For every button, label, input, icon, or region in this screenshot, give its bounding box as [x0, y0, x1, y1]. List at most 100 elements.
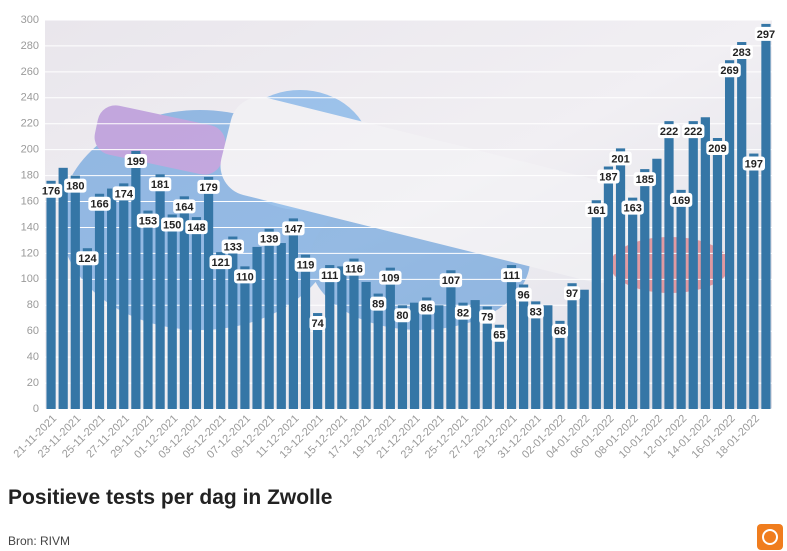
- value-label-box: [112, 186, 135, 201]
- bar: [70, 175, 80, 409]
- value-label-box: [682, 124, 705, 139]
- bar: [664, 121, 674, 409]
- y-tick-label: 200: [21, 144, 39, 156]
- bar: [264, 228, 274, 409]
- value-label-box: [454, 305, 472, 320]
- value-label-box: [39, 183, 63, 198]
- bar: [191, 217, 202, 409]
- value-label: 222: [660, 126, 678, 138]
- bar: [397, 305, 408, 409]
- value-label-box: [609, 151, 632, 166]
- value-label: 166: [90, 199, 108, 211]
- value-label: 111: [321, 270, 338, 282]
- bar: [361, 281, 371, 409]
- value-label-box: [491, 327, 508, 342]
- value-label-box: [124, 153, 148, 168]
- bar: [640, 169, 650, 409]
- bar: [482, 306, 492, 409]
- value-label: 199: [127, 156, 145, 168]
- value-label-box: [257, 231, 281, 246]
- y-tick-label: 300: [21, 14, 39, 26]
- bar: [761, 23, 771, 409]
- bar: [385, 267, 395, 409]
- bar: [749, 153, 759, 409]
- value-label: 201: [611, 153, 629, 165]
- bar: [555, 320, 565, 409]
- y-tick-label: 180: [21, 170, 39, 182]
- y-tick-label: 240: [21, 92, 39, 104]
- bar: [203, 176, 214, 409]
- bar: [458, 302, 468, 409]
- bar: [494, 324, 504, 409]
- bar: [628, 197, 638, 409]
- bar: [337, 266, 347, 409]
- value-label-box: [161, 217, 184, 232]
- bar: [615, 148, 626, 409]
- value-label-box: [418, 300, 435, 315]
- bar: [179, 196, 189, 409]
- y-tick-label: 100: [21, 273, 39, 285]
- value-label: 164: [175, 201, 194, 213]
- value-label-box: [585, 203, 608, 218]
- value-label: 147: [284, 223, 302, 235]
- value-label-box: [730, 45, 753, 60]
- value-label-box: [718, 63, 741, 78]
- value-label: 96: [517, 289, 529, 301]
- bar: [155, 174, 165, 409]
- value-label: 179: [199, 182, 217, 194]
- value-label-box: [173, 199, 196, 214]
- value-label: 68: [554, 326, 566, 338]
- bars: [46, 23, 771, 410]
- value-label-box: [88, 196, 111, 211]
- bar: [676, 189, 686, 409]
- value-label: 80: [396, 310, 408, 322]
- bar: [276, 243, 286, 409]
- chart-title: Positieve tests per dag in Zwolle: [8, 486, 333, 509]
- bar: [349, 258, 359, 409]
- value-label: 209: [708, 143, 726, 155]
- value-label-box: [527, 304, 544, 319]
- source: Bron: RIVM: [8, 534, 71, 548]
- value-label-box: [669, 192, 693, 207]
- value-label: 180: [66, 181, 84, 193]
- value-label-box: [621, 200, 644, 215]
- value-label: 161: [587, 205, 605, 217]
- value-label-box: [657, 124, 681, 139]
- value-label-box: [742, 156, 766, 171]
- bar: [107, 188, 117, 409]
- value-label: 222: [684, 126, 702, 138]
- bar: [519, 284, 529, 409]
- value-label-box: [148, 177, 172, 192]
- bar: [506, 265, 517, 409]
- value-label-box: [197, 179, 220, 194]
- value-label-box: [563, 286, 581, 301]
- value-label: 169: [672, 195, 690, 207]
- value-label: 139: [260, 234, 278, 246]
- value-label-box: [379, 270, 402, 285]
- value-label-box: [136, 213, 160, 228]
- value-label: 109: [381, 273, 399, 285]
- bar: [531, 301, 541, 409]
- value-label: 116: [345, 263, 363, 275]
- bar: [325, 265, 335, 409]
- bar: [567, 283, 577, 409]
- value-label: 65: [493, 330, 505, 342]
- value-label: 163: [623, 203, 641, 215]
- value-label: 269: [720, 65, 738, 77]
- value-label: 79: [481, 311, 493, 323]
- bar: [82, 248, 93, 409]
- y-tick-label: 120: [21, 247, 39, 259]
- value-label-box: [234, 269, 256, 284]
- y-tick-label: 220: [21, 118, 39, 130]
- value-label: 74: [312, 318, 325, 330]
- bar: [434, 305, 444, 409]
- bar: [94, 193, 105, 409]
- value-label-box: [479, 309, 496, 324]
- value-label-box: [294, 257, 317, 272]
- value-label-box: [370, 296, 387, 311]
- value-label: 150: [163, 219, 181, 231]
- y-tick-label: 0: [33, 403, 39, 415]
- value-label: 97: [566, 288, 578, 300]
- bar: [737, 42, 747, 409]
